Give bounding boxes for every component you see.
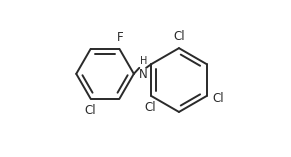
Text: Cl: Cl [212,92,224,105]
Text: Cl: Cl [145,101,156,114]
Text: F: F [117,31,123,44]
Text: Cl: Cl [84,104,96,117]
Text: N: N [139,68,148,81]
Text: H: H [140,56,147,66]
Text: Cl: Cl [174,30,185,43]
